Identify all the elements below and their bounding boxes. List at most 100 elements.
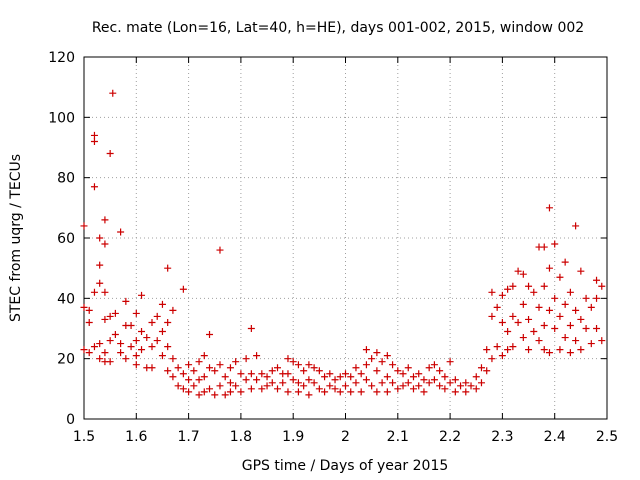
data-point	[289, 376, 297, 384]
data-point	[430, 361, 438, 369]
data-point	[101, 240, 109, 248]
data-point	[321, 373, 329, 381]
data-point	[556, 312, 564, 320]
data-point	[284, 355, 292, 363]
data-point	[504, 328, 512, 336]
data-point	[352, 364, 360, 372]
data-point	[394, 385, 402, 393]
data-point	[158, 300, 166, 308]
data-point	[90, 137, 98, 145]
data-point	[441, 373, 449, 381]
data-point	[195, 376, 203, 384]
data-point	[409, 373, 417, 381]
y-tick-label: 100	[48, 110, 75, 126]
data-point	[101, 216, 109, 224]
data-point	[221, 391, 229, 399]
x-tick-label: 1.7	[177, 429, 199, 445]
data-point	[90, 343, 98, 351]
data-point	[206, 385, 214, 393]
data-point	[420, 376, 428, 384]
data-point	[96, 279, 104, 287]
data-point	[472, 373, 480, 381]
axis-ticks	[83, 56, 608, 420]
data-point	[425, 379, 433, 387]
data-point	[577, 346, 585, 354]
data-point	[117, 349, 125, 357]
data-point	[472, 385, 480, 393]
data-point	[247, 385, 255, 393]
data-point	[122, 297, 130, 305]
data-point	[446, 358, 454, 366]
data-point	[389, 379, 397, 387]
data-point	[253, 376, 261, 384]
data-point	[368, 355, 376, 363]
data-point	[158, 352, 166, 360]
data-point	[498, 318, 506, 326]
data-point	[127, 343, 135, 351]
data-point	[148, 343, 156, 351]
data-point	[446, 379, 454, 387]
y-axis-label: STEC from uqrg / TECUs	[8, 154, 24, 322]
data-point	[221, 373, 229, 381]
data-point	[216, 382, 224, 390]
data-point	[493, 343, 501, 351]
data-point	[572, 337, 580, 345]
data-point	[535, 337, 543, 345]
data-point	[148, 364, 156, 372]
data-point	[174, 364, 182, 372]
x-tick-label: 2.3	[491, 429, 513, 445]
data-point	[493, 303, 501, 311]
data-point	[247, 370, 255, 378]
data-point	[211, 367, 219, 375]
data-point	[409, 385, 417, 393]
data-point	[566, 321, 574, 329]
data-point	[85, 306, 93, 314]
data-point	[206, 364, 214, 372]
data-point	[80, 346, 88, 354]
data-point	[331, 385, 339, 393]
data-point	[263, 382, 271, 390]
data-point	[593, 325, 601, 332]
data-point	[545, 204, 553, 212]
data-point	[399, 370, 407, 378]
data-point	[106, 312, 114, 320]
data-point	[383, 388, 391, 396]
data-point	[436, 382, 444, 390]
data-point	[488, 355, 496, 363]
data-point	[467, 382, 475, 390]
data-point	[232, 382, 240, 390]
y-tick-labels: 0 20 40 60 80 100 120	[48, 50, 75, 428]
data-point	[310, 364, 318, 372]
data-point	[90, 288, 98, 296]
data-point	[132, 361, 140, 369]
data-point	[404, 379, 412, 387]
data-point	[566, 349, 574, 357]
data-point	[169, 306, 177, 314]
data-point	[106, 358, 114, 366]
data-point	[164, 367, 172, 375]
data-point	[258, 370, 266, 378]
data-point	[415, 382, 423, 390]
x-tick-label: 1.8	[230, 429, 252, 445]
data-point	[185, 361, 193, 369]
data-point	[462, 388, 470, 396]
data-point	[451, 376, 459, 384]
data-point	[279, 379, 287, 387]
data-point	[572, 222, 580, 230]
data-point	[294, 379, 302, 387]
data-point	[106, 337, 114, 345]
data-point	[530, 288, 538, 296]
data-point	[109, 89, 117, 97]
data-point	[143, 334, 151, 342]
data-point	[362, 361, 370, 369]
data-point	[80, 303, 88, 311]
data-point	[206, 331, 214, 339]
y-tick-label: 60	[57, 231, 75, 247]
data-point	[138, 328, 146, 336]
data-point	[451, 388, 459, 396]
data-point	[132, 337, 140, 345]
data-point	[457, 382, 465, 390]
data-point	[200, 373, 208, 381]
data-point	[153, 337, 161, 345]
data-point	[404, 364, 412, 372]
